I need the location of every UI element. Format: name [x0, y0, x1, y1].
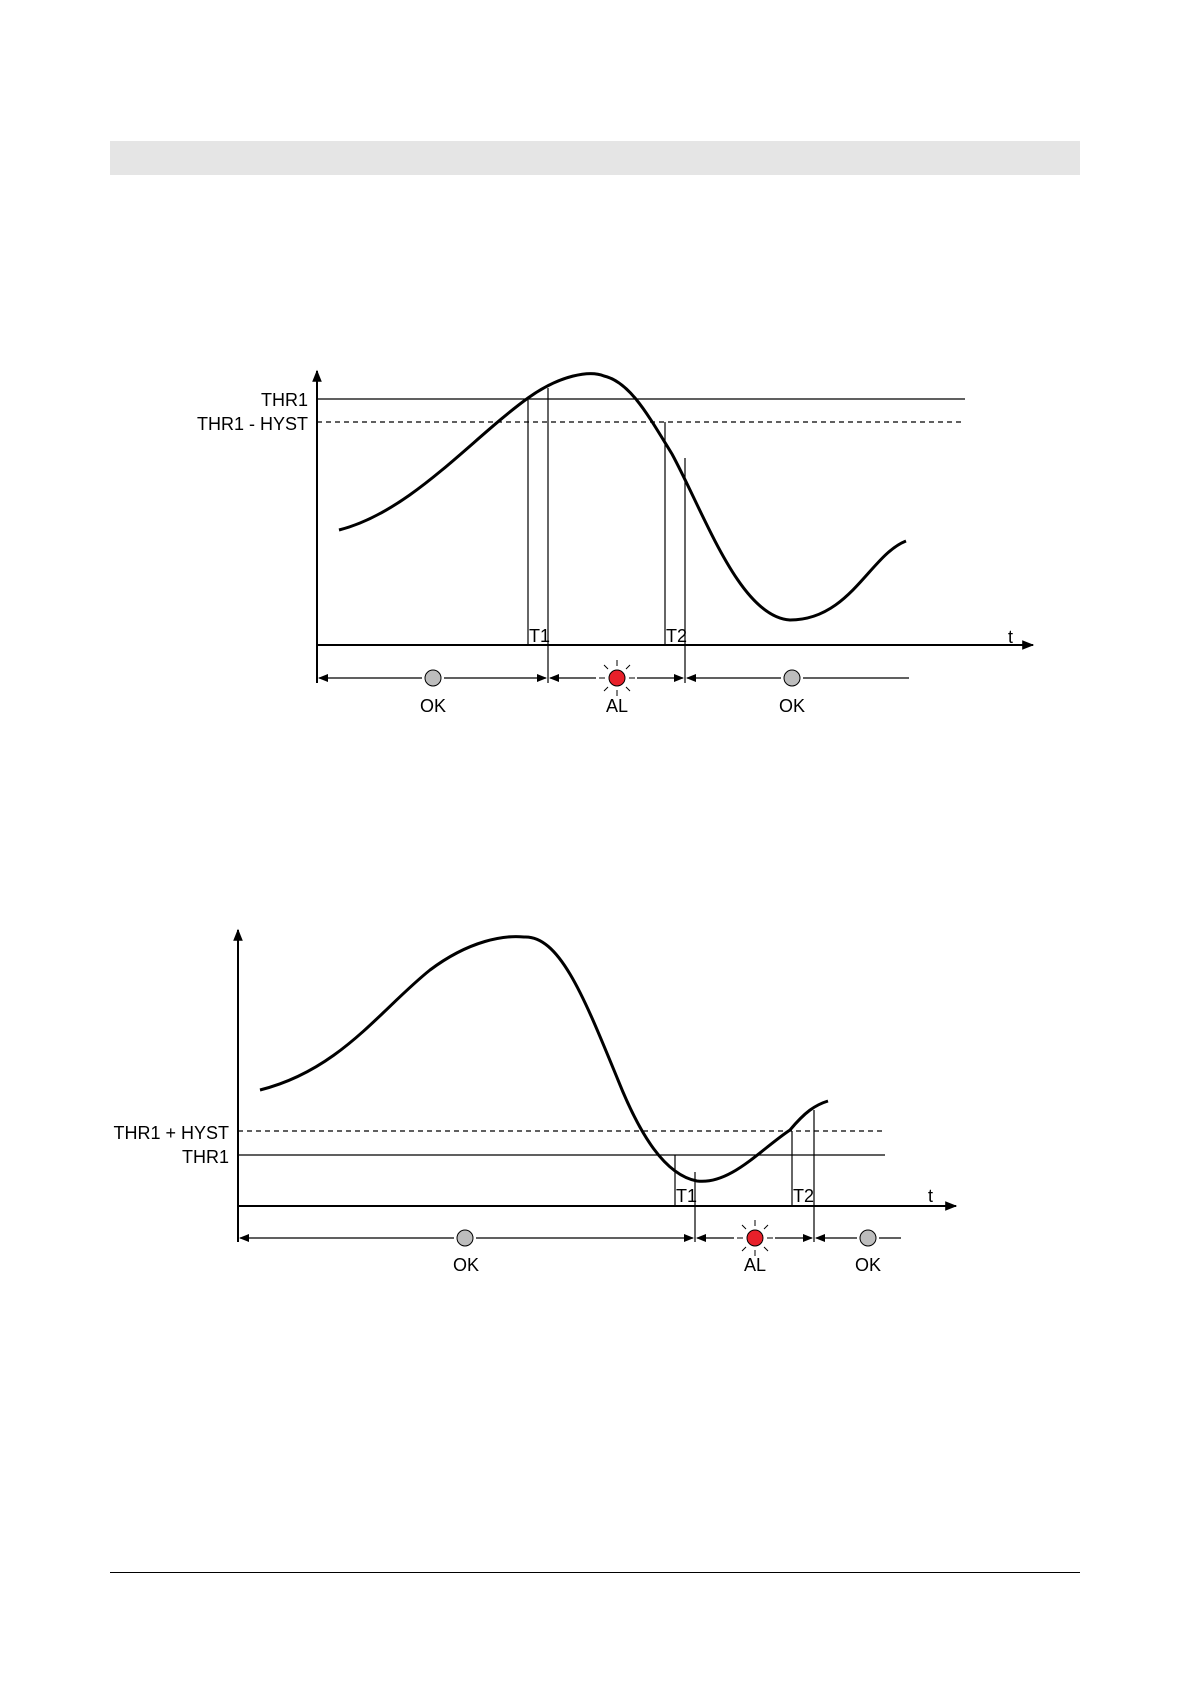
alarm-led-blinking-icon — [737, 1220, 773, 1256]
alarm-led-blinking-icon — [599, 660, 635, 696]
signal-curve — [338, 372, 907, 622]
status-led-off-icon — [424, 669, 442, 687]
header-bar — [110, 141, 1080, 175]
state-label: OK — [420, 696, 446, 716]
t2-label: T2 — [793, 1186, 814, 1206]
state-label: OK — [855, 1255, 881, 1275]
diagram-lower: t THR1 + HYST THR1 T1 T2 — [113, 928, 958, 1275]
hysteresis-label: THR1 + HYST — [113, 1123, 229, 1143]
diagram-upper: t THR1 THR1 - HYST T1 T2 — [197, 369, 1035, 716]
threshold-label: THR1 — [261, 390, 308, 410]
t1-label: T1 — [529, 626, 550, 646]
status-led-off-icon — [783, 669, 801, 687]
time-axis-label: t — [1008, 627, 1013, 647]
state-label: OK — [779, 696, 805, 716]
status-led-off-icon — [456, 1229, 474, 1247]
t2-label: T2 — [666, 626, 687, 646]
footer-rule — [110, 1572, 1080, 1573]
t1-label: T1 — [676, 1186, 697, 1206]
time-axis-label: t — [928, 1186, 933, 1206]
state-label: AL — [606, 696, 628, 716]
state-label: OK — [453, 1255, 479, 1275]
state-label: AL — [744, 1255, 766, 1275]
status-led-off-icon — [859, 1229, 877, 1247]
threshold-label: THR1 — [182, 1147, 229, 1167]
hysteresis-label: THR1 - HYST — [197, 414, 308, 434]
signal-curve — [259, 935, 829, 1183]
